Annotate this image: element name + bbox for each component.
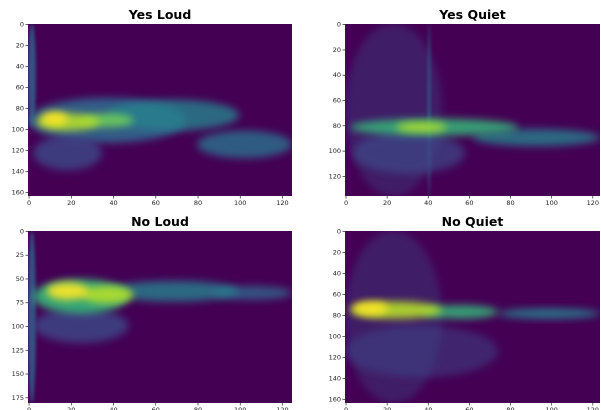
- y-tick-label: 80: [333, 122, 341, 130]
- x-tick-label: 80: [506, 199, 514, 207]
- x-tick-label: 100: [234, 199, 246, 207]
- x-tick-label: 100: [545, 406, 557, 410]
- chart-title: Yes Quiet: [438, 7, 505, 22]
- heatmap-texture: [345, 24, 600, 196]
- y-tick-label: 100: [12, 323, 24, 331]
- panel: Yes Quiet 0 20 40 60 80 100 120 0 20 40 60 80 100 120: [329, 7, 600, 207]
- x-tick-label: 0: [344, 406, 348, 410]
- x-tick-label: 40: [109, 199, 117, 207]
- y-tick-label: 40: [16, 62, 24, 70]
- x-tick-label: 20: [67, 406, 75, 410]
- heatmap-region: [352, 132, 465, 174]
- y-tick-label: 160: [12, 188, 24, 196]
- x-tick-label: 60: [152, 406, 160, 410]
- x-tick-label: 80: [194, 406, 202, 410]
- y-tick-label: 20: [333, 46, 341, 54]
- y-tick-label: 120: [12, 146, 24, 154]
- chart-title: No Quiet: [442, 214, 504, 229]
- panel: Yes Loud 0 20 40 60 80 100 120 0 20 40 60 80 100 120 14…: [12, 7, 292, 207]
- heatmap-region: [107, 99, 240, 131]
- chart-title: No Loud: [131, 214, 189, 229]
- y-tick-label: 80: [333, 311, 341, 319]
- y-tick-label: 60: [333, 290, 341, 298]
- x-tick-label: 120: [587, 406, 599, 410]
- x-tick-label: 100: [545, 199, 557, 207]
- heatmap-region: [28, 24, 36, 128]
- y-tick-label: 120: [329, 172, 341, 180]
- y-tick-label: 125: [12, 346, 24, 354]
- x-tick-label: 40: [109, 406, 117, 410]
- x-tick-label: 20: [383, 199, 391, 207]
- heatmap-texture: [28, 231, 292, 403]
- heatmap-region: [28, 231, 36, 403]
- y-tick-label: 0: [20, 227, 24, 235]
- y-tick-label: 0: [337, 21, 341, 29]
- heatmap-region: [352, 301, 389, 316]
- x-tick-label: 60: [465, 406, 473, 410]
- panel: No Quiet 0 20 40 60 80 100 120 0 20 40 60 80 100 120 14…: [329, 214, 600, 410]
- y-tick-label: 140: [329, 374, 341, 382]
- y-tick-label: 50: [16, 275, 24, 283]
- y-tick-label: 60: [333, 97, 341, 105]
- heatmap-texture: [28, 24, 292, 171]
- x-tick-label: 0: [27, 406, 31, 410]
- x-tick-label: 0: [344, 199, 348, 207]
- x-tick-label: 0: [27, 199, 31, 207]
- heatmap-region: [498, 308, 600, 319]
- heatmap-region: [33, 308, 129, 343]
- y-tick-label: 140: [12, 167, 24, 175]
- heatmap-region: [107, 280, 240, 302]
- chart-title: Yes Loud: [128, 7, 192, 22]
- y-tick-label: 100: [329, 332, 341, 340]
- y-tick-label: 25: [16, 251, 24, 259]
- x-tick-label: 20: [67, 199, 75, 207]
- heatmap-texture: [345, 231, 600, 403]
- y-tick-label: 40: [333, 269, 341, 277]
- x-tick-label: 60: [152, 199, 160, 207]
- x-tick-label: 120: [276, 406, 288, 410]
- heatmap-region: [472, 128, 600, 147]
- x-tick-label: 40: [424, 199, 432, 207]
- y-tick-label: 20: [333, 249, 341, 257]
- heatmap-region: [196, 130, 292, 159]
- heatmap-region: [33, 135, 102, 171]
- y-tick-label: 150: [12, 370, 24, 378]
- y-tick-label: 100: [12, 125, 24, 133]
- y-tick-label: 175: [12, 394, 24, 402]
- y-tick-label: 120: [329, 353, 341, 361]
- heatmap-region: [41, 111, 68, 126]
- x-tick-label: 120: [276, 199, 288, 207]
- y-tick-label: 100: [329, 147, 341, 155]
- heatmap-region: [396, 122, 447, 133]
- y-tick-label: 20: [16, 42, 24, 50]
- x-tick-label: 100: [234, 406, 246, 410]
- y-tick-label: 60: [16, 83, 24, 91]
- heatmap-region: [345, 325, 498, 378]
- y-tick-label: 160: [329, 395, 341, 403]
- x-tick-label: 120: [587, 199, 599, 207]
- y-tick-label: 0: [337, 228, 341, 236]
- panel: No Loud 0 20 40 60 80 100 120 0 25 50 75 100 125 150 17…: [12, 214, 292, 410]
- heatmap-region: [46, 282, 89, 300]
- x-tick-label: 20: [383, 406, 391, 410]
- x-tick-label: 60: [465, 199, 473, 207]
- y-tick-label: 40: [333, 71, 341, 79]
- heatmap-region: [80, 286, 134, 304]
- y-tick-label: 0: [20, 21, 24, 29]
- x-tick-label: 80: [506, 406, 514, 410]
- x-tick-label: 40: [424, 406, 432, 410]
- y-tick-label: 75: [16, 299, 24, 307]
- y-tick-label: 80: [16, 104, 24, 112]
- x-tick-label: 80: [194, 199, 202, 207]
